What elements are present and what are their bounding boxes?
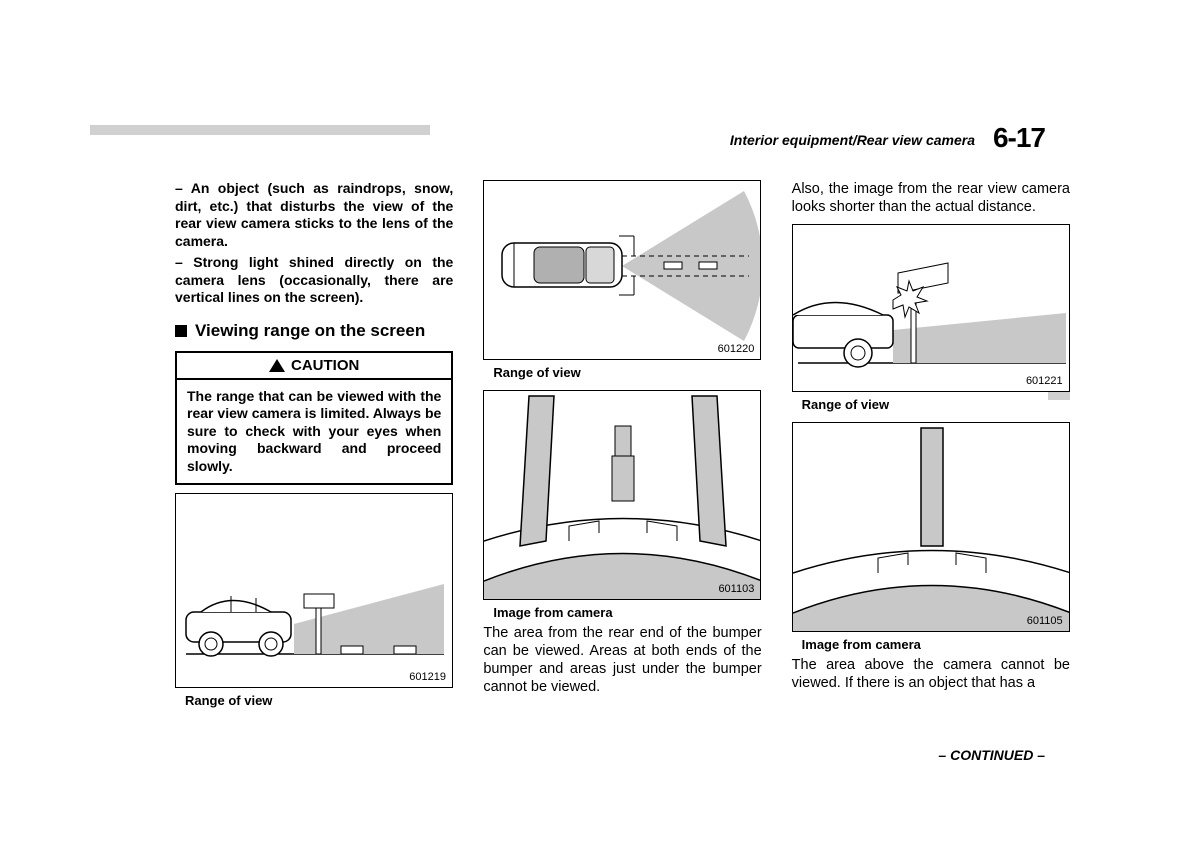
figure-601105: 601105	[792, 422, 1070, 632]
figure-caption: Range of view	[792, 392, 1070, 412]
range-of-view-top-icon	[484, 181, 761, 360]
page-number: 6-17	[993, 122, 1045, 154]
section-heading: Viewing range on the screen	[175, 321, 453, 341]
content-columns: – An object (such as raindrops, snow, di…	[175, 180, 1070, 708]
caution-body: The range that can be viewed with the re…	[177, 380, 451, 484]
figure-601103: 601103	[483, 390, 761, 600]
figure-caption: Image from camera	[792, 632, 1070, 652]
figure-id: 601221	[1026, 375, 1063, 387]
figure-601219: 601219	[175, 493, 453, 688]
figure-caption: Image from camera	[483, 600, 761, 620]
figure-id: 601220	[718, 343, 755, 355]
heading-text: Viewing range on the screen	[195, 321, 425, 341]
camera-image-icon	[484, 391, 761, 600]
figure-id: 601219	[409, 671, 446, 683]
caution-label: CAUTION	[291, 357, 359, 374]
figure-601221: 601221	[792, 224, 1070, 392]
bullet-2: – Strong light shined directly on the ca…	[175, 254, 453, 307]
caution-box: CAUTION The range that can be viewed wit…	[175, 351, 453, 486]
range-of-view-collision-icon	[793, 225, 1070, 392]
bullet-1: – An object (such as raindrops, snow, di…	[175, 180, 453, 250]
figure-id: 601105	[1027, 615, 1063, 627]
warning-triangle-icon	[269, 359, 285, 372]
figure-id: 601103	[718, 583, 754, 595]
column-3: Also, the image from the rear view camer…	[792, 180, 1070, 708]
header-rule	[90, 125, 430, 135]
caution-header: CAUTION	[177, 353, 451, 380]
camera-image-2-icon	[793, 423, 1070, 632]
column-1: – An object (such as raindrops, snow, di…	[175, 180, 453, 708]
intro-paragraph: Also, the image from the rear view camer…	[792, 180, 1070, 216]
figure-601220: 601220	[483, 180, 761, 360]
range-of-view-side-icon	[176, 494, 453, 688]
figure-caption: Range of view	[483, 360, 761, 380]
continued-label: – CONTINUED –	[938, 747, 1045, 763]
column-2: 601220 Range of view 601103	[483, 180, 761, 708]
body-paragraph: The area from the rear end of the bumper…	[483, 624, 761, 697]
body-paragraph: The area above the camera cannot be view…	[792, 656, 1070, 692]
bullet-square-icon	[175, 325, 187, 337]
header-section: Interior equipment/Rear view camera	[730, 132, 975, 148]
figure-caption: Range of view	[175, 688, 453, 708]
